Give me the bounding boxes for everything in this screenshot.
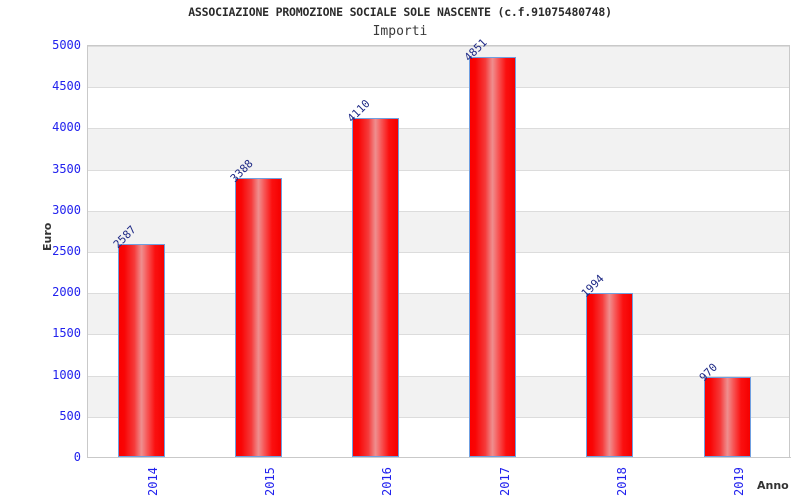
x-tick-label: 2015 [263,467,278,496]
plot-band [88,46,789,88]
y-tick-label: 2000 [52,285,81,300]
y-tick-label: 3000 [52,202,81,217]
gridline [88,416,789,418]
gridline [88,46,789,47]
y-axis-tick-labels: 0 500 1000 1500 2000 2500 3000 3500 4000 4500 5000 [0,0,81,500]
gridline [88,210,789,212]
plot-band [88,210,789,252]
chart-subtitle: Importi [372,24,428,39]
y-tick-label: 1500 [52,326,81,341]
gridline [88,334,789,336]
gridline [88,252,789,253]
gridline [88,375,789,377]
x-axis-line [87,457,791,458]
gridline [88,169,789,171]
gridline [88,128,789,130]
bar[interactable] [117,243,165,457]
plot-band [88,128,789,170]
y-tick-label: 0 [73,450,81,464]
plot-band [88,87,789,128]
x-axis-title: Anno [757,479,789,492]
x-tick-label: 2014 [146,467,160,496]
y-axis-title: Euro [41,222,54,251]
x-tick-label: 2019 [732,467,746,496]
y-tick-label: 500 [59,408,81,423]
plot-band [88,170,789,211]
plot-band [88,417,789,458]
y-tick-label: 4500 [52,79,81,94]
plot-band [88,252,789,293]
bar[interactable] [586,292,634,457]
x-tick-label: 2018 [614,467,629,496]
y-tick-label: 1000 [52,367,81,382]
gridline [88,87,789,89]
bar[interactable] [469,57,517,457]
plot-area [87,45,790,457]
y-tick-label: 5000 [52,38,81,52]
y-tick-label: 3500 [52,161,81,176]
x-tick-label: 2017 [497,467,512,496]
plot-band [88,293,789,335]
gridline [88,293,789,295]
bar[interactable] [234,177,282,457]
chart-title: ASSOCIAZIONE PROMOZIONE SOCIALE SOLE NAS… [188,5,612,19]
plot-band [88,375,789,417]
bar[interactable] [351,118,399,457]
y-tick-label: 2500 [52,244,81,258]
y-tick-label: 4000 [52,120,81,135]
plot-band [88,334,789,375]
x-tick-label: 2016 [380,467,395,496]
bar[interactable] [703,377,751,457]
